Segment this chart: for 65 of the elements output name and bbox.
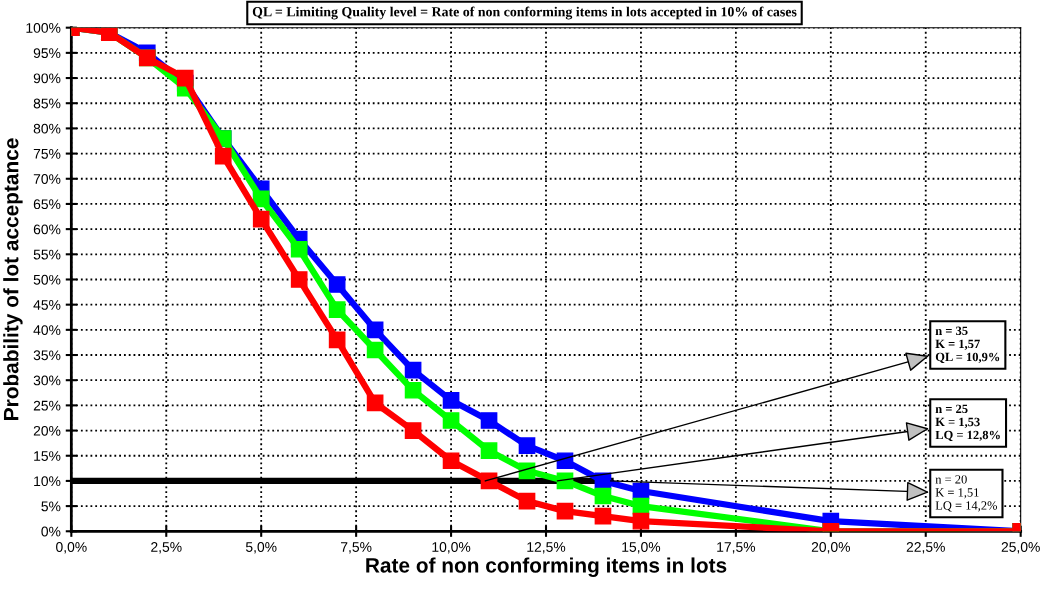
point bbox=[442, 452, 460, 470]
y-tick-label: 70% bbox=[33, 174, 61, 184]
x-tick-label: 12,5% bbox=[527, 542, 566, 554]
y-tick-label: 20% bbox=[33, 425, 61, 436]
y-tick-label: 90% bbox=[33, 73, 61, 84]
x-tick-label: 7,5% bbox=[341, 542, 372, 554]
point bbox=[176, 69, 194, 87]
point bbox=[252, 210, 270, 228]
point bbox=[632, 512, 650, 530]
y-tick-label: 60% bbox=[33, 224, 61, 235]
point bbox=[442, 392, 460, 409]
point bbox=[594, 487, 612, 505]
y-tick-label: 80% bbox=[33, 123, 61, 134]
y-tick-label: 65% bbox=[33, 199, 61, 210]
x-axis-title: Rate of non conforming items in lots bbox=[366, 557, 727, 577]
x-tick-label: 17,5% bbox=[717, 542, 756, 554]
point bbox=[480, 412, 498, 429]
annotation: n = 25 K = 1,53 LQ = 12,8% bbox=[935, 404, 1000, 442]
annotation: n = 35 K = 1,57 QL = 10,9% bbox=[935, 326, 1000, 364]
point bbox=[556, 502, 574, 520]
y-tick-label: 0% bbox=[41, 526, 61, 537]
point bbox=[366, 394, 384, 412]
point bbox=[594, 507, 612, 525]
y-tick-label: 85% bbox=[33, 98, 61, 109]
point bbox=[518, 437, 536, 455]
point bbox=[556, 452, 574, 470]
x-tick-label: 20,0% bbox=[811, 542, 851, 554]
y-tick-label: 25% bbox=[33, 400, 61, 411]
y-tick-label: 45% bbox=[33, 300, 61, 310]
point bbox=[518, 492, 536, 510]
y-tick-label: 40% bbox=[33, 325, 61, 336]
y-tick-label: 55% bbox=[33, 249, 61, 260]
point bbox=[366, 321, 384, 339]
y-tick-label: 75% bbox=[33, 148, 61, 159]
x-tick-label: 0,0% bbox=[56, 542, 87, 554]
y-tick-label: 30% bbox=[33, 375, 61, 386]
annotation: n = 20 K = 1,51 LQ = 14,2% bbox=[935, 475, 998, 512]
point bbox=[404, 381, 422, 399]
y-tick-label: 95% bbox=[33, 48, 61, 59]
y-tick-label: 5% bbox=[41, 501, 61, 512]
x-tick-label: 22,5% bbox=[906, 542, 945, 554]
x-tick-label: 10,0% bbox=[432, 542, 471, 554]
x-tick-label: 25,0% bbox=[1001, 542, 1040, 554]
point bbox=[366, 341, 384, 359]
chart-title: QL = Limiting Quality level = Rate of non conforming items in lots accepted in 10% of cases bbox=[252, 6, 797, 20]
point bbox=[252, 190, 270, 208]
point bbox=[404, 361, 422, 379]
x-tick-label: 2,5% bbox=[151, 542, 182, 554]
point bbox=[328, 331, 346, 349]
point bbox=[214, 147, 232, 165]
y-tick-label: 50% bbox=[33, 274, 61, 285]
y-tick-label: 35% bbox=[33, 350, 61, 361]
point bbox=[328, 276, 346, 293]
x-tick-label: 15,0% bbox=[622, 542, 661, 554]
point bbox=[290, 240, 308, 258]
point bbox=[290, 271, 308, 288]
point bbox=[404, 422, 422, 439]
y-tick-label: 15% bbox=[34, 451, 61, 461]
point bbox=[328, 301, 346, 319]
x-tick-label: 5,0% bbox=[245, 542, 277, 554]
y-tick-label: 10% bbox=[34, 476, 61, 487]
point bbox=[480, 442, 498, 460]
point bbox=[442, 412, 460, 429]
y-tick-label: 100% bbox=[26, 23, 61, 33]
y-axis-title: Probability of lot acceptance bbox=[3, 138, 23, 420]
